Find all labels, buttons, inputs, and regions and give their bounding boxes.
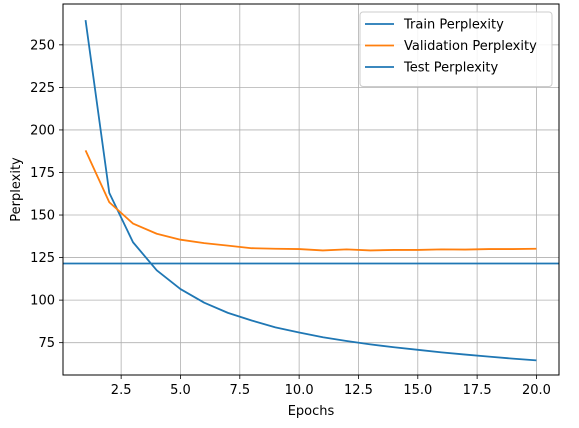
plot-frame <box>62 3 560 376</box>
legend-label-test-perplexity: Test Perplexity <box>403 61 498 76</box>
y-tick-label: 200 <box>30 123 55 138</box>
y-axis-label: Perplexity <box>9 157 24 222</box>
y-tick-label: 100 <box>30 294 55 309</box>
y-axis-ticks: 75 100 125 150 175 200 225 250 <box>30 38 63 351</box>
legend-label-train-perplexity: Train Perplexity <box>403 18 504 33</box>
x-tick-label: 12.5 <box>344 383 373 398</box>
legend-label-validation-perplexity: Validation Perplexity <box>404 39 537 54</box>
x-axis-ticks: 2.5 5.0 7.5 10.0 12.5 15.0 17.5 20.0 <box>111 375 551 398</box>
x-tick-label: 5.0 <box>170 383 191 398</box>
y-tick-label: 75 <box>38 336 55 351</box>
x-tick-label: 10.0 <box>285 383 314 398</box>
validation-perplexity-line <box>84 149 537 252</box>
x-tick-label: 20.0 <box>522 383 551 398</box>
y-tick-label: 225 <box>30 81 55 96</box>
x-tick-label: 2.5 <box>111 383 132 398</box>
x-tick-label: 7.5 <box>229 383 250 398</box>
x-tick-label: 15.0 <box>403 383 432 398</box>
y-tick-label: 125 <box>30 251 55 266</box>
legend: Train Perplexity Validation Perplexity Tes… <box>359 11 553 87</box>
train-perplexity-line <box>84 20 537 362</box>
series-group <box>63 20 559 362</box>
x-axis-label: Epochs <box>288 404 335 419</box>
y-tick-label: 250 <box>30 38 55 53</box>
x-tick-label: 17.5 <box>463 383 492 398</box>
y-tick-label: 150 <box>30 209 55 224</box>
legend-box <box>359 11 553 87</box>
y-tick-label: 175 <box>30 166 55 181</box>
